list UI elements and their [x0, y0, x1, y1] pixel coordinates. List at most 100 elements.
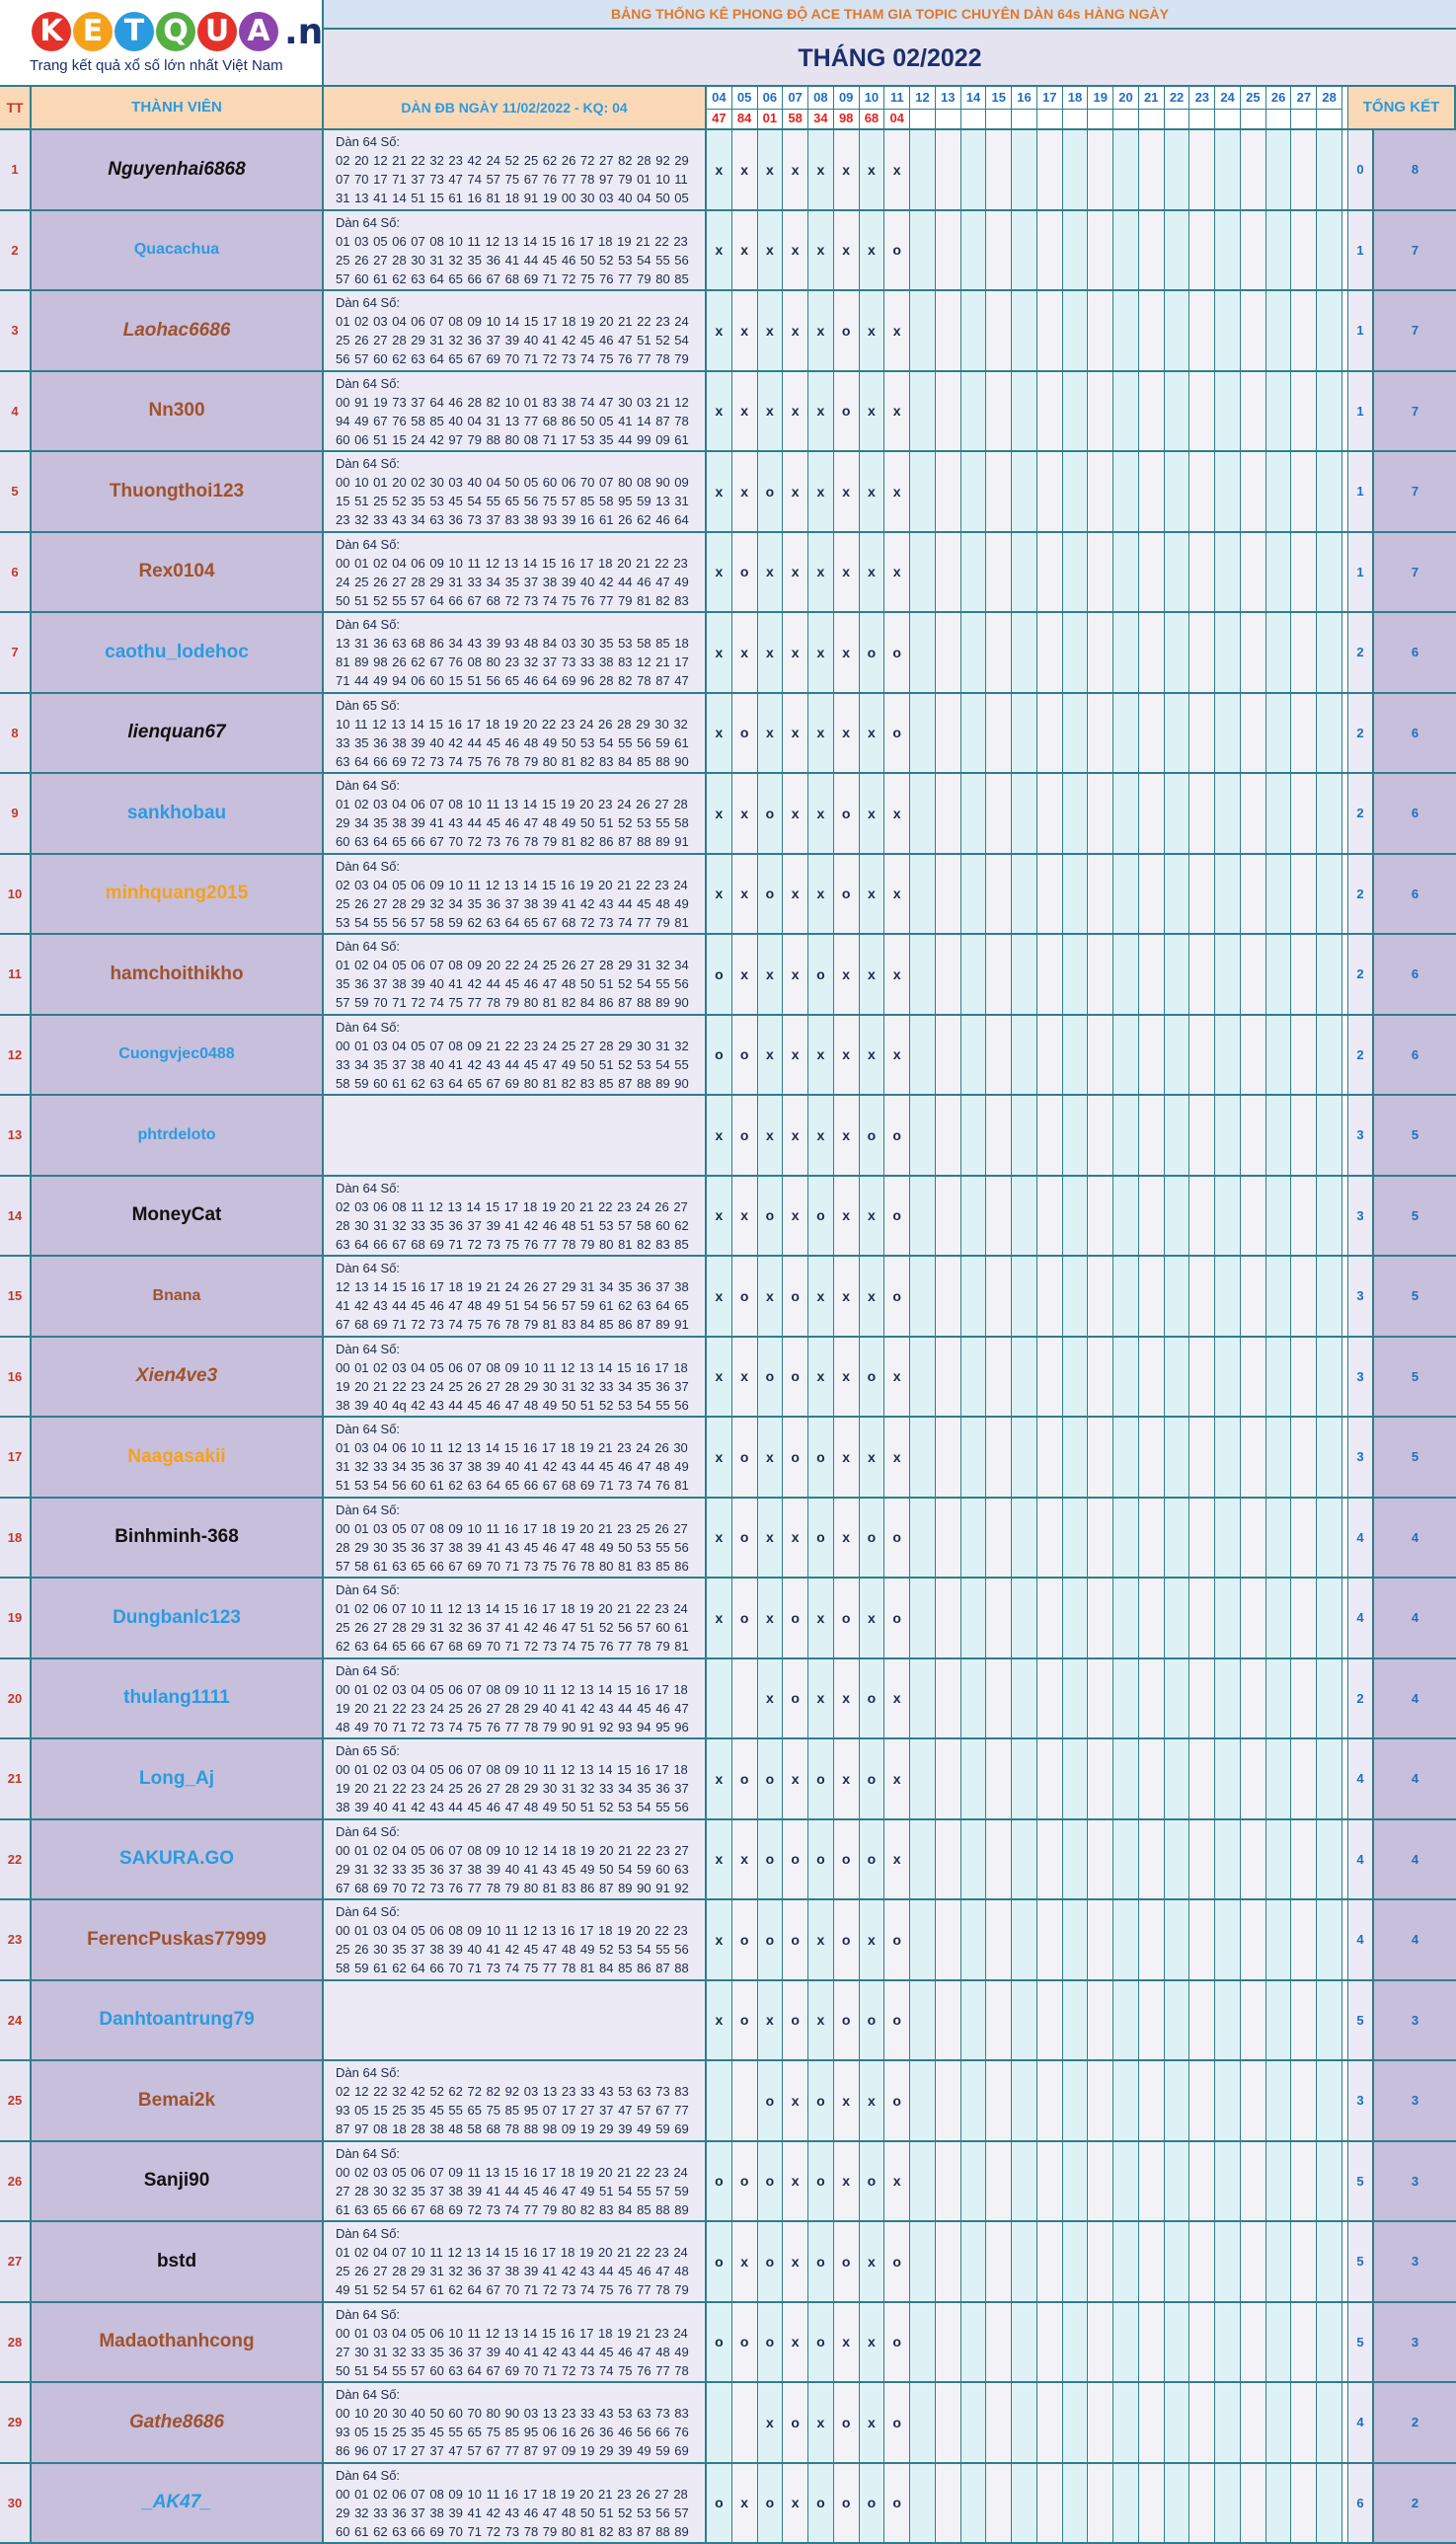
member-name[interactable]: minhquang2015 — [32, 854, 324, 933]
day-mark — [1012, 1819, 1037, 1898]
day-mark — [960, 2463, 987, 2542]
member-numbers: Dàn 64 Số: 00 01 03 04 05 06 08 09 10 11 … — [324, 1900, 707, 1979]
member-name[interactable]: Binhminh-368 — [32, 1498, 324, 1577]
day-column-header: 27 — [1291, 87, 1318, 130]
day-mark — [1012, 613, 1037, 692]
day-mark — [1088, 613, 1114, 692]
day-mark: o — [707, 935, 732, 1014]
member-name[interactable]: Danhtoantrung79 — [32, 1980, 324, 2059]
day-mark — [1215, 452, 1241, 531]
numbers-list: 00 01 02 03 04 05 06 07 08 09 10 11 12 1… — [336, 1681, 689, 1735]
day-mark — [1265, 693, 1292, 772]
day-mark — [935, 854, 961, 933]
day-mark: x — [783, 1498, 809, 1577]
member-name[interactable]: MoneyCat — [32, 1176, 324, 1255]
member-name[interactable]: Nguyenhai6868 — [32, 130, 324, 209]
member-name[interactable]: Laohac6686 — [32, 291, 324, 370]
member-name[interactable]: Xien4ve3 — [32, 1337, 324, 1416]
member-name[interactable]: Bemai2k — [32, 2061, 324, 2140]
day-mark: x — [859, 693, 885, 772]
day-mark — [1265, 1015, 1292, 1094]
day-mark — [1113, 1418, 1139, 1497]
day-mark — [1113, 1176, 1139, 1255]
member-name[interactable]: Madaothanhcong — [32, 2302, 324, 2381]
member-name[interactable]: FerencPuskas77999 — [32, 1900, 324, 1979]
member-name[interactable]: Rex0104 — [32, 532, 324, 611]
day-column-header: 26 — [1265, 87, 1292, 130]
numbers-list: 12 13 14 15 16 17 18 19 21 24 26 27 29 3… — [336, 1279, 689, 1332]
day-mark — [1062, 693, 1089, 772]
miss-count: 4 — [1348, 2383, 1374, 2462]
table-row: 25 Bemai2k Dàn 64 Số: 02 12 22 32 42 52 62 … — [0, 2061, 1456, 2142]
day-mark — [1113, 2302, 1139, 2381]
day-mark: o — [833, 2222, 860, 2301]
member-name[interactable]: Bnana — [32, 1257, 324, 1336]
member-name[interactable]: lienquan67 — [32, 693, 324, 772]
day-mark — [1317, 1579, 1342, 1657]
day-mark — [935, 1980, 961, 2059]
day-mark: x — [757, 1579, 784, 1657]
day-number: 11 — [884, 87, 910, 110]
day-mark: x — [783, 291, 809, 370]
member-name[interactable]: Thuongthoi123 — [32, 452, 324, 531]
day-mark: o — [731, 2141, 758, 2220]
day-mark — [1317, 532, 1342, 611]
member-name[interactable]: Quacachua — [32, 210, 324, 289]
member-numbers: Dàn 64 Số: 12 13 14 15 16 17 18 19 21 24 … — [324, 1257, 707, 1336]
day-number: 20 — [1113, 87, 1138, 110]
member-name[interactable]: Naagasakii — [32, 1418, 324, 1497]
member-name[interactable]: hamchoithikho — [32, 935, 324, 1014]
day-mark — [1062, 1579, 1089, 1657]
day-mark — [1215, 854, 1241, 933]
day-mark — [1291, 1819, 1318, 1898]
member-name[interactable]: Nn300 — [32, 371, 324, 450]
day-mark — [1265, 1498, 1292, 1577]
day-mark — [986, 1176, 1013, 1255]
day-mark: x — [884, 130, 911, 209]
day-mark — [731, 2383, 758, 2462]
member-name[interactable]: Cuongvjec0488 — [32, 1015, 324, 1094]
member-name[interactable]: SAKURA.GO — [32, 1819, 324, 1898]
header-dan: DÀN ĐB NGÀY 11/02/2022 - KQ: 04 — [324, 87, 707, 130]
day-mark: x — [833, 2061, 860, 2140]
day-mark: x — [859, 1900, 885, 1979]
member-name[interactable]: bstd — [32, 2222, 324, 2301]
day-mark: x — [783, 130, 809, 209]
day-mark: x — [833, 1257, 860, 1336]
numbers-list: 00 01 02 04 06 09 10 11 12 13 14 15 16 1… — [336, 555, 689, 608]
hit-total: 6 — [1374, 693, 1456, 772]
member-name[interactable]: Long_Aj — [32, 1739, 324, 1818]
day-mark — [1265, 1739, 1292, 1818]
day-mark: o — [884, 210, 911, 289]
logo-letter: K — [32, 12, 71, 51]
day-mark — [1215, 1658, 1241, 1737]
member-name[interactable]: phtrdeloto — [32, 1096, 324, 1175]
day-mark: x — [808, 1980, 834, 2059]
row-index: 23 — [0, 1900, 32, 1979]
day-mark: o — [859, 1337, 885, 1416]
day-mark — [1164, 1579, 1190, 1657]
logo-letter: A — [239, 12, 278, 51]
member-name[interactable]: caothu_lodehoc — [32, 613, 324, 692]
day-mark — [1062, 1498, 1089, 1577]
day-mark — [1240, 1980, 1266, 2059]
row-index: 18 — [0, 1498, 32, 1577]
member-name[interactable]: thulang1111 — [32, 1658, 324, 1737]
day-mark — [1164, 1739, 1190, 1818]
member-name[interactable]: Dungbanlc123 — [32, 1579, 324, 1657]
hit-total: 8 — [1374, 130, 1456, 209]
member-name[interactable]: Sanji90 — [32, 2141, 324, 2220]
day-mark — [1138, 774, 1165, 853]
day-mark — [1215, 1900, 1241, 1979]
day-mark: x — [731, 854, 758, 933]
column-spacer — [1342, 210, 1348, 289]
day-mark — [1164, 1498, 1190, 1577]
member-name[interactable]: _AK47_ — [32, 2463, 324, 2542]
hit-total: 6 — [1374, 613, 1456, 692]
member-numbers: Dàn 64 Số: 01 02 03 04 06 07 08 10 11 13 … — [324, 774, 707, 853]
day-mark — [935, 130, 961, 209]
member-name[interactable]: sankhobau — [32, 774, 324, 853]
member-name[interactable]: Gathe8686 — [32, 2383, 324, 2462]
